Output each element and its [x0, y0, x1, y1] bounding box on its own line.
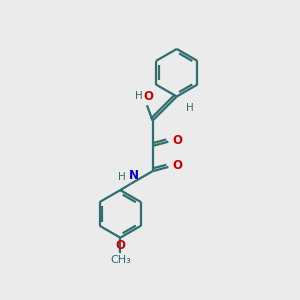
Text: N: N [129, 169, 139, 182]
Text: O: O [172, 159, 182, 172]
Text: H: H [135, 91, 142, 101]
Text: CH₃: CH₃ [110, 255, 131, 265]
Text: H: H [186, 103, 194, 113]
Text: H: H [118, 172, 125, 182]
Text: O: O [172, 134, 182, 147]
Text: O: O [115, 239, 125, 253]
Text: O: O [143, 90, 154, 103]
